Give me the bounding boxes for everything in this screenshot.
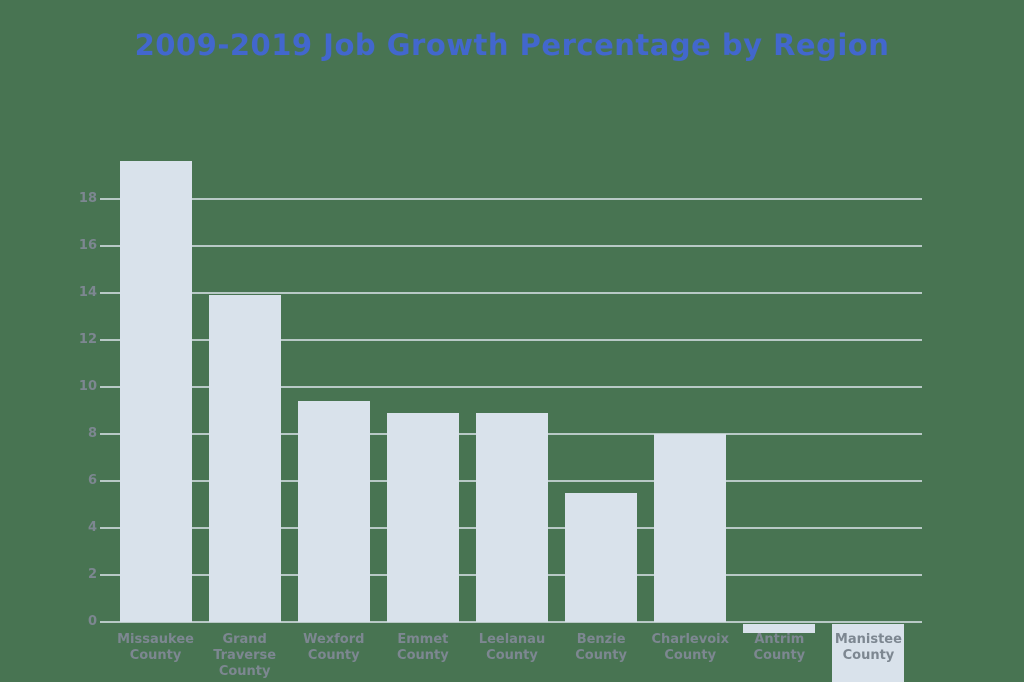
y-tick-label-14: 14 <box>78 285 97 300</box>
gridline-10 <box>100 386 922 388</box>
y-tick-label-16: 16 <box>78 238 97 253</box>
x-tick-label-manistee-county: Manistee County <box>834 632 902 663</box>
bar-wexford-county <box>297 401 370 622</box>
x-tick-label-benzie-county: Benzie County <box>575 632 627 663</box>
y-tick-label-0: 0 <box>87 614 97 629</box>
bar-leelanau-county <box>476 412 548 622</box>
x-tick-label-antrim-county: Antrim County <box>753 632 806 663</box>
x-tick-label-missaukee-county: Missaukee County <box>117 632 194 663</box>
x-tick-label-charlevoix-county: Charlevoix County <box>651 632 729 663</box>
gridline-16 <box>100 245 922 247</box>
y-tick-label-2: 2 <box>87 567 97 582</box>
bar-antrim-county <box>743 624 816 634</box>
gridline-0 <box>100 621 922 623</box>
gridline-12 <box>100 339 922 341</box>
bar-missaukee-county <box>119 161 192 622</box>
y-tick-label-18: 18 <box>78 191 97 206</box>
bar-manistee-county <box>832 624 905 682</box>
y-tick-label-10: 10 <box>78 379 97 394</box>
gridline-14 <box>100 292 922 294</box>
chart-title: 2009-2019 Job Growth Percentage by Regio… <box>134 28 890 62</box>
y-tick-label-6: 6 <box>87 473 97 488</box>
y-tick-label-4: 4 <box>87 520 97 535</box>
gridline-18 <box>100 198 922 200</box>
bar-grand-traverse-county <box>208 295 281 622</box>
y-tick-label-12: 12 <box>78 332 97 347</box>
x-tick-label-wexford-county: Wexford County <box>303 632 365 663</box>
bar-charlevoix-county <box>654 434 727 622</box>
y-tick-label-8: 8 <box>87 426 97 441</box>
bar-emmet-county <box>386 412 459 622</box>
bar-benzie-county <box>565 492 638 622</box>
x-tick-label-grand-traverse-county: Grand Traverse County <box>213 632 277 679</box>
x-tick-label-leelanau-county: Leelanau County <box>478 632 546 663</box>
x-tick-label-emmet-county: Emmet County <box>397 632 449 663</box>
